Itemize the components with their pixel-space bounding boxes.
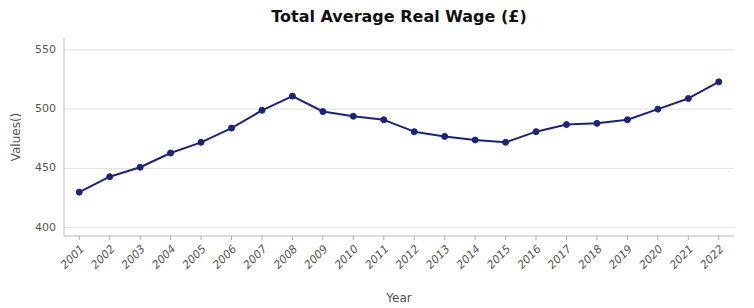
marker bbox=[594, 120, 600, 126]
x-tick-label: 2021 bbox=[667, 243, 696, 272]
x-tick-mark bbox=[718, 236, 719, 240]
plot-area bbox=[76, 79, 722, 195]
y-tick-label: 400 bbox=[35, 221, 56, 234]
x-tick-label: 2020 bbox=[637, 243, 666, 272]
x-tick-label: 2015 bbox=[484, 243, 513, 272]
x-tick-mark bbox=[596, 236, 597, 240]
marker bbox=[137, 164, 143, 170]
marker bbox=[503, 139, 509, 145]
x-tick-mark bbox=[231, 236, 232, 240]
marker bbox=[168, 150, 174, 156]
x-tick-label: 2019 bbox=[606, 243, 635, 272]
x-tick-mark bbox=[505, 236, 506, 240]
y-axis-label: Values() bbox=[9, 113, 23, 162]
marker bbox=[259, 107, 265, 113]
x-tick-mark bbox=[536, 236, 537, 240]
marker bbox=[624, 117, 630, 123]
title: Total Average Real Wage (£) bbox=[271, 7, 526, 26]
marker bbox=[655, 106, 661, 112]
x-tick-mark bbox=[475, 236, 476, 240]
x-tick-label: 2004 bbox=[149, 243, 178, 272]
chart: 400 450 500 550 2001200220032004200520062007… bbox=[0, 0, 754, 308]
x-tick-mark bbox=[292, 236, 293, 240]
marker bbox=[76, 189, 82, 195]
marker bbox=[289, 93, 295, 99]
x-tick-mark bbox=[688, 236, 689, 240]
chart-container: 400 450 500 550 2001200220032004200520062007… bbox=[0, 0, 754, 308]
y-grid-line bbox=[64, 168, 734, 169]
x-tick-mark bbox=[79, 236, 80, 240]
marker bbox=[229, 125, 235, 131]
x-tick-mark bbox=[627, 236, 628, 240]
x-tick-label: 2013 bbox=[423, 243, 452, 272]
x-tick-mark bbox=[140, 236, 141, 240]
x-tick-label: 2011 bbox=[363, 243, 392, 272]
x-tick-label: 2006 bbox=[210, 243, 239, 272]
x-tick-label: 2007 bbox=[241, 243, 270, 272]
y-tick-label: 550 bbox=[35, 43, 56, 56]
x-tick-label: 2022 bbox=[698, 243, 727, 272]
x-tick-label: 2003 bbox=[119, 243, 148, 272]
x-tick-mark bbox=[109, 236, 110, 240]
marker bbox=[107, 174, 113, 180]
marker bbox=[564, 122, 570, 128]
x-tick-mark bbox=[383, 236, 384, 240]
x-tick-label: 2005 bbox=[180, 243, 209, 272]
x-axis-line bbox=[64, 236, 734, 237]
x-tick-label: 2014 bbox=[454, 243, 483, 272]
x-tick-mark bbox=[353, 236, 354, 240]
marker bbox=[411, 129, 417, 135]
x-tick-mark bbox=[201, 236, 202, 240]
x-tick-label: 2008 bbox=[271, 243, 300, 272]
x-tick-label: 2017 bbox=[545, 243, 574, 272]
x-tick-label: 2012 bbox=[393, 243, 422, 272]
y-tick-label: 500 bbox=[35, 102, 56, 115]
x-tick-mark bbox=[657, 236, 658, 240]
x-tick-mark bbox=[566, 236, 567, 240]
marker bbox=[685, 95, 691, 101]
marker bbox=[533, 129, 539, 135]
x-tick-mark bbox=[322, 236, 323, 240]
x-tick-mark bbox=[414, 236, 415, 240]
x-tick-label: 2009 bbox=[302, 243, 331, 272]
marker bbox=[320, 109, 326, 115]
y-axis-line bbox=[64, 38, 65, 236]
y-grid-line bbox=[64, 109, 734, 110]
line bbox=[79, 82, 719, 192]
y-grid-line bbox=[64, 227, 734, 228]
marker bbox=[442, 133, 448, 139]
x-tick-label: 2002 bbox=[88, 243, 117, 272]
x-tick-label: 2018 bbox=[576, 243, 605, 272]
x-tick-mark bbox=[444, 236, 445, 240]
marker bbox=[381, 117, 387, 123]
marker bbox=[716, 79, 722, 85]
x-tick-mark bbox=[261, 236, 262, 240]
y-grid-line bbox=[64, 49, 734, 50]
x-axis-label: Year bbox=[385, 291, 411, 305]
x-tick-label: 2001 bbox=[58, 243, 87, 272]
marker bbox=[472, 137, 478, 143]
y-tick-label: 450 bbox=[35, 161, 56, 174]
x-tick-mark bbox=[170, 236, 171, 240]
marker bbox=[198, 139, 204, 145]
marker bbox=[350, 113, 356, 119]
x-tick-label: 2010 bbox=[332, 243, 361, 272]
x-tick-label: 2016 bbox=[515, 243, 544, 272]
